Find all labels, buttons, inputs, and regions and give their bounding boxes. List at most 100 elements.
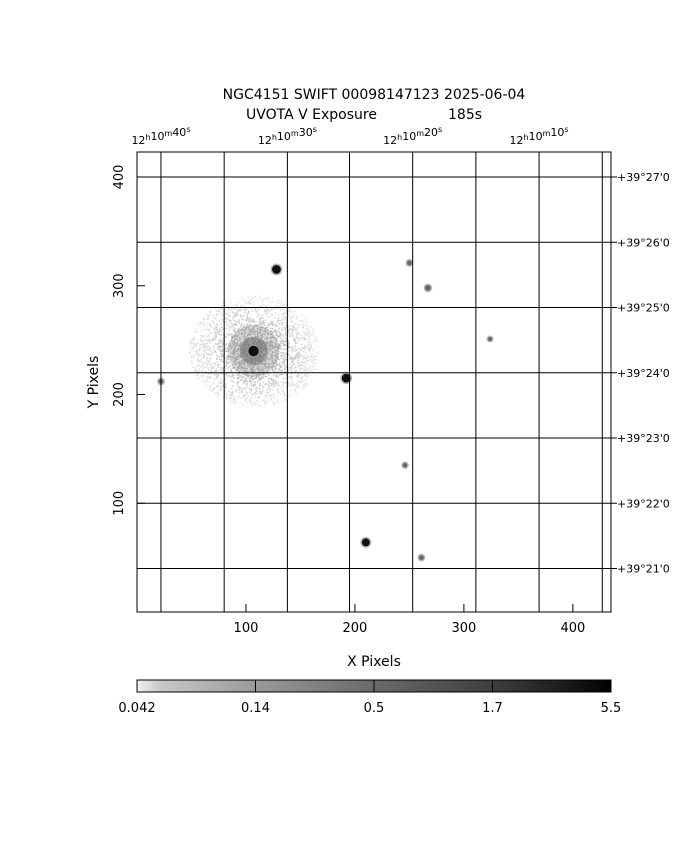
galaxy-speckle	[204, 324, 206, 326]
galaxy-speckle	[226, 347, 229, 349]
galaxy-speckle	[241, 304, 243, 307]
galaxy-speckle	[197, 362, 199, 365]
galaxy-speckle	[245, 370, 247, 373]
galaxy-speckle	[209, 324, 211, 326]
galaxy-speckle	[241, 375, 243, 378]
galaxy-speckle	[274, 325, 276, 327]
galaxy-speckle	[276, 346, 278, 349]
galaxy-speckle	[254, 403, 257, 406]
galaxy-speckle	[292, 325, 295, 327]
galaxy-speckle	[272, 368, 275, 370]
galaxy-speckle	[210, 370, 213, 372]
galaxy-speckle	[284, 315, 286, 317]
galaxy-speckle	[243, 394, 245, 396]
galaxy-speckle	[310, 346, 312, 348]
galaxy-speckle	[283, 354, 285, 356]
galaxy-speckle	[298, 381, 300, 384]
galaxy-speckle	[274, 355, 276, 358]
galaxy-speckle	[284, 327, 287, 330]
galaxy-speckle	[241, 332, 243, 334]
ra-label: 12h10m40s	[131, 125, 190, 147]
galaxy-speckle	[280, 387, 283, 389]
galaxy-speckle	[262, 388, 264, 391]
galaxy-speckle	[207, 334, 210, 336]
star-source	[419, 555, 424, 561]
galaxy-speckle	[230, 319, 232, 322]
galaxy-speckle	[280, 309, 282, 311]
galaxy-speckle	[219, 364, 221, 366]
galaxy-speckle	[285, 374, 288, 376]
galaxy-speckle	[287, 329, 289, 331]
galaxy-speckle	[244, 380, 246, 382]
galaxy-speckle	[250, 308, 252, 310]
galaxy-speckle	[306, 357, 309, 359]
galaxy-speckle	[262, 301, 264, 304]
galaxy-speckle	[277, 381, 280, 384]
galaxy-speckle	[237, 328, 239, 331]
galaxy-speckle	[280, 300, 282, 302]
galaxy-speckle	[314, 336, 317, 338]
galaxy-speckle	[214, 327, 216, 330]
galaxy-speckle	[284, 330, 287, 333]
galaxy-speckle	[236, 339, 239, 341]
galaxy-speckle	[282, 339, 285, 342]
galaxy-speckle	[224, 348, 226, 350]
galaxy-speckle	[265, 342, 268, 344]
galaxy-speckle	[209, 357, 211, 360]
galaxy-speckle	[238, 322, 241, 324]
galaxy-speckle	[297, 374, 299, 376]
galaxy-speckle	[215, 373, 217, 375]
galaxy-speckle	[294, 310, 296, 312]
galaxy-speckle	[202, 380, 204, 382]
galaxy-speckle	[197, 357, 199, 360]
galaxy-speckle	[216, 357, 218, 359]
galaxy-speckle	[298, 364, 300, 367]
galaxy-speckle	[194, 337, 196, 339]
galaxy-speckle	[210, 320, 212, 322]
galaxy-speckle	[299, 381, 301, 383]
ra-label: 12h10m20s	[383, 125, 442, 147]
galaxy-speckle	[228, 319, 230, 321]
galaxy-speckle	[309, 359, 311, 361]
galaxy-speckle	[236, 321, 238, 324]
galaxy-speckle	[283, 358, 285, 360]
galaxy-speckle	[227, 371, 229, 373]
galaxy-speckle	[304, 357, 306, 359]
galaxy-speckle	[202, 323, 204, 326]
galaxy-speckle	[306, 354, 309, 357]
galaxy-speckle	[207, 372, 209, 375]
galaxy-speckle	[207, 367, 209, 369]
galaxy-speckle	[206, 353, 209, 356]
galaxy-speckle	[268, 391, 270, 394]
galaxy-speckle	[280, 348, 282, 350]
nucleus-source	[248, 345, 259, 357]
galaxy-speckle	[300, 336, 302, 339]
galaxy-speckle	[200, 321, 202, 324]
galaxy-speckle	[236, 314, 238, 317]
galaxy-speckle	[304, 385, 306, 387]
galaxy-speckle	[306, 368, 308, 370]
galaxy-speckle	[303, 335, 305, 337]
galaxy-speckle	[290, 389, 292, 392]
galaxy-speckle	[226, 361, 229, 363]
galaxy-speckle	[272, 393, 275, 395]
galaxy-speckle	[217, 391, 219, 394]
galaxy-speckle	[299, 323, 302, 326]
galaxy-speckle	[245, 320, 247, 322]
galaxy-speckle	[266, 352, 269, 354]
galaxy-speckle	[260, 326, 263, 329]
galaxy-speckle	[221, 359, 223, 361]
galaxy-speckle	[229, 365, 231, 368]
galaxy-speckle	[306, 376, 308, 378]
galaxy-speckle	[282, 343, 284, 346]
galaxy-speckle	[296, 329, 298, 331]
galaxy-speckle	[241, 369, 243, 371]
galaxy-speckle	[282, 341, 285, 343]
galaxy-speckle	[225, 396, 227, 399]
galaxy-speckle	[282, 363, 285, 365]
galaxy-speckle	[243, 405, 245, 407]
galaxy-speckle	[206, 328, 208, 331]
galaxy-speckle	[268, 380, 270, 382]
galaxy-speckle	[235, 401, 238, 403]
galaxy-speckle	[277, 347, 279, 350]
